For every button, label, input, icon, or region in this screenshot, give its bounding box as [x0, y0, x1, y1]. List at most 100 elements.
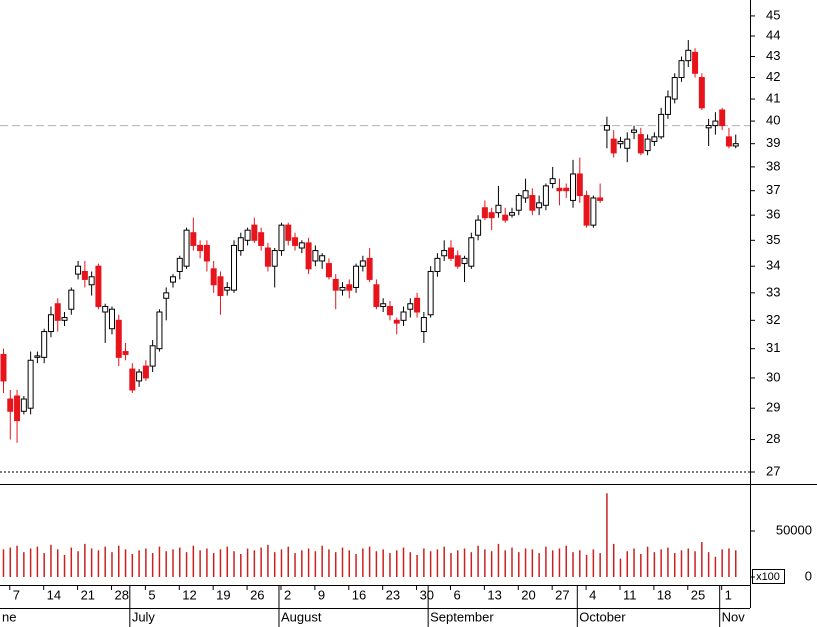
candle-body: [75, 265, 82, 275]
x-tick-label: 14: [47, 587, 61, 602]
candle-body: [298, 242, 305, 249]
candle-body: [68, 289, 75, 310]
candle-body: [271, 250, 278, 267]
y-tick-label: 38: [766, 158, 780, 173]
candle-body: [393, 319, 400, 324]
x-tick-label: 18: [657, 587, 671, 602]
candle-body: [617, 140, 624, 145]
candle-body: [149, 345, 156, 367]
candle-body: [237, 237, 244, 252]
candle-body: [400, 311, 407, 321]
y-tick-label: 28: [766, 431, 780, 446]
candle-body: [156, 311, 163, 350]
candle-body: [163, 292, 170, 299]
candle-body: [509, 212, 515, 216]
candle-body: [631, 129, 638, 133]
x-tick-label: 19: [216, 587, 230, 602]
x-tick-label: 26: [250, 587, 264, 602]
candle-body: [319, 255, 326, 262]
y-tick-label: 40: [766, 113, 780, 128]
candle-body: [34, 355, 41, 358]
x-tick-label: 12: [182, 587, 196, 602]
candle-body: [644, 138, 651, 152]
candle-body: [278, 224, 285, 252]
candle-body: [264, 247, 271, 267]
candle-body: [197, 244, 204, 252]
candle-body: [20, 398, 27, 412]
x-tick-label: 11: [623, 587, 637, 602]
candle-body: [292, 237, 299, 246]
candle-body: [102, 305, 109, 313]
volume-tick-label: 0: [805, 568, 812, 583]
candle-body: [359, 260, 366, 267]
candle-body: [705, 125, 712, 129]
candle-body: [7, 398, 14, 412]
candle-body: [0, 353, 7, 382]
candle-body: [488, 212, 495, 219]
candle-body: [468, 237, 475, 267]
candle-body: [224, 286, 231, 291]
candle-body: [217, 276, 224, 297]
candle-body: [285, 224, 292, 241]
y-tick-label: 32: [766, 312, 780, 327]
y-tick-label: 34: [766, 258, 780, 273]
candle-body: [583, 195, 590, 226]
candle-body: [624, 138, 631, 149]
candle-body: [373, 284, 380, 307]
candle-body: [502, 214, 509, 221]
y-tick-label: 35: [766, 232, 780, 247]
candle-body: [231, 244, 238, 291]
candle-body: [325, 263, 332, 278]
candle-body: [81, 270, 88, 280]
candle-body: [129, 368, 136, 391]
candle-body: [386, 305, 393, 316]
candle-body: [366, 257, 373, 280]
candle-body: [136, 371, 143, 382]
candle-body: [305, 242, 312, 270]
y-tick-label: 36: [766, 207, 780, 222]
x-tick-label: 6: [453, 587, 460, 602]
candle-body: [203, 244, 210, 262]
candle-body: [698, 77, 705, 109]
candle-body: [576, 173, 583, 197]
month-label: August: [281, 609, 322, 624]
candle-body: [27, 359, 34, 409]
candle-body: [312, 250, 319, 262]
candle-body: [380, 303, 387, 307]
candle-body: [54, 303, 61, 321]
x-tick-label: 28: [114, 587, 128, 602]
candle-body: [210, 268, 217, 286]
candle-body: [183, 229, 190, 267]
y-tick-label: 37: [766, 182, 780, 197]
candle-body: [346, 284, 353, 291]
candle-body: [339, 286, 346, 291]
candle-body: [61, 317, 68, 321]
candle-body: [441, 250, 448, 257]
candle-body: [122, 351, 129, 355]
candle-body: [658, 113, 665, 138]
y-tick-label: 30: [766, 369, 780, 384]
candle-body: [454, 255, 461, 267]
candle-body: [712, 120, 719, 127]
y-tick-label: 44: [766, 27, 780, 42]
candle-body: [637, 134, 644, 154]
candle-body: [719, 109, 726, 127]
month-label: July: [132, 609, 156, 624]
volume-tick-label: 50000: [776, 522, 812, 537]
y-tick-label: 29: [766, 400, 780, 415]
y-tick-label: 43: [766, 48, 780, 63]
month-label: September: [430, 609, 494, 624]
x-tick-label: 23: [386, 587, 400, 602]
candle-body: [515, 195, 522, 211]
candle-body: [332, 278, 339, 291]
candle-body: [664, 96, 671, 115]
candle-body: [142, 365, 149, 379]
candle-body: [549, 178, 556, 184]
candle-body: [692, 51, 699, 74]
month-label: Nov: [722, 609, 746, 624]
y-tick-label: 39: [766, 135, 780, 150]
candle-body: [447, 247, 454, 259]
candle-body: [678, 60, 685, 79]
